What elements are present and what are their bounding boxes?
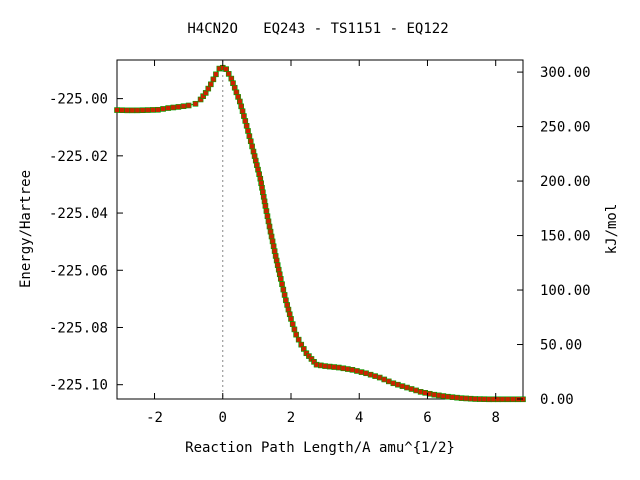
data-point-marker	[233, 89, 240, 96]
data-point-marker	[241, 113, 247, 119]
data-point-marker	[180, 103, 187, 110]
data-point-marker	[279, 281, 285, 288]
data-point-marker	[249, 143, 255, 150]
data-point-marker	[213, 71, 219, 78]
x-tick-label: 4	[355, 410, 363, 426]
data-point-marker	[271, 248, 278, 254]
data-point-marker	[208, 81, 214, 88]
data-point-marker	[264, 213, 271, 219]
data-point-marker	[175, 104, 182, 110]
data-point-marker	[289, 321, 296, 327]
y2-tick-label: 150.00	[540, 229, 591, 245]
y2-axis-label: kJ/mol	[604, 204, 620, 255]
y2-axis-ticks: 0.00 50.00 100.00 150.00 200.00 250.00 300.00	[517, 65, 591, 408]
data-point-marker	[284, 302, 290, 308]
energy-curve-line	[116, 67, 523, 400]
plot-frame	[116, 59, 524, 400]
data-point-marker	[281, 292, 288, 298]
data-point-marker	[268, 233, 275, 240]
data-point-marker	[265, 218, 272, 225]
data-point-marker	[285, 306, 292, 313]
data-point-marker	[170, 104, 177, 111]
data-point-marker	[267, 228, 274, 235]
data-point-marker	[114, 107, 120, 113]
y-tick-label: -225.02	[49, 149, 108, 165]
data-point-marker	[192, 100, 199, 107]
y-tick-label: -225.06	[49, 263, 108, 279]
data-point-marker	[246, 133, 253, 139]
data-point-marker	[243, 122, 250, 129]
data-point-marker	[266, 223, 273, 230]
data-point-marker	[504, 396, 511, 403]
data-point-marker	[293, 331, 299, 338]
data-point-marker	[210, 76, 217, 83]
data-point-marker	[247, 138, 254, 145]
chart-title: H4CN2O EQ243 - TS1151 - EQ122	[187, 21, 448, 37]
data-point-marker	[275, 266, 282, 273]
data-point-marker	[277, 276, 284, 282]
data-point-marker	[238, 103, 244, 110]
data-point-marker	[134, 107, 141, 114]
data-point-marker	[283, 297, 289, 304]
data-point-marker	[262, 203, 269, 209]
data-point-marker	[237, 98, 243, 105]
data-point-marker	[223, 66, 229, 72]
y-axis-label: Energy/Hartree	[18, 170, 34, 288]
data-point-marker	[286, 311, 293, 318]
data-point-marker	[276, 271, 283, 278]
data-point-marker	[124, 107, 131, 114]
data-point-marker	[228, 75, 235, 82]
data-point-marker	[280, 286, 287, 293]
data-point-marker	[288, 316, 294, 322]
data-point-marker	[160, 106, 166, 112]
data-point-marker	[239, 108, 246, 115]
plot-area	[114, 59, 526, 403]
data-point-marker	[270, 243, 277, 250]
x-tick-label: 8	[491, 410, 499, 426]
data-point-marker	[155, 106, 161, 113]
y-tick-label: -225.00	[49, 92, 108, 108]
y2-tick-label: 0.00	[540, 392, 574, 408]
y2-tick-label: 50.00	[540, 338, 582, 354]
data-point-marker	[129, 107, 136, 114]
x-axis-label: Reaction Path Length/A amu^{1/2}	[185, 440, 455, 456]
data-point-marker	[231, 84, 238, 91]
data-point-marker	[119, 107, 125, 114]
data-point-marker	[499, 396, 506, 403]
data-point-marker	[291, 326, 298, 333]
data-point-marker	[245, 128, 251, 134]
data-point-marker	[144, 107, 151, 113]
y2-tick-label: 100.00	[540, 283, 591, 299]
data-point-marker	[185, 102, 192, 109]
data-point-marker	[165, 105, 171, 111]
y2-tick-label: 250.00	[540, 120, 591, 136]
data-point-marker	[225, 71, 232, 77]
data-point-marker	[150, 107, 156, 113]
data-point-marker	[263, 208, 270, 214]
data-point-marker	[273, 257, 280, 264]
data-point-marker	[235, 94, 241, 100]
x-axis-ticks: -2 0 2 4 6 8	[146, 60, 500, 426]
y-tick-label: -225.10	[49, 378, 108, 394]
data-point-marker	[242, 118, 249, 124]
data-point-marker	[509, 396, 516, 403]
x-tick-label: 6	[423, 410, 431, 426]
x-tick-label: -2	[146, 410, 163, 426]
data-point-marker	[274, 262, 281, 268]
data-point-marker	[295, 336, 302, 343]
y2-tick-label: 300.00	[540, 65, 591, 81]
y-axis-ticks: -225.00 -225.02 -225.04 -225.06 -225.08 -225.…	[49, 92, 123, 394]
data-point-markers	[114, 64, 526, 403]
y2-tick-label: 200.00	[540, 174, 591, 190]
y-tick-label: -225.08	[49, 320, 108, 336]
data-point-marker	[139, 107, 146, 114]
x-tick-label: 2	[287, 410, 295, 426]
data-point-marker	[272, 253, 279, 259]
x-tick-label: 0	[219, 410, 227, 426]
y-tick-label: -225.04	[49, 206, 108, 222]
data-point-marker	[269, 238, 276, 245]
data-point-marker	[230, 80, 236, 86]
